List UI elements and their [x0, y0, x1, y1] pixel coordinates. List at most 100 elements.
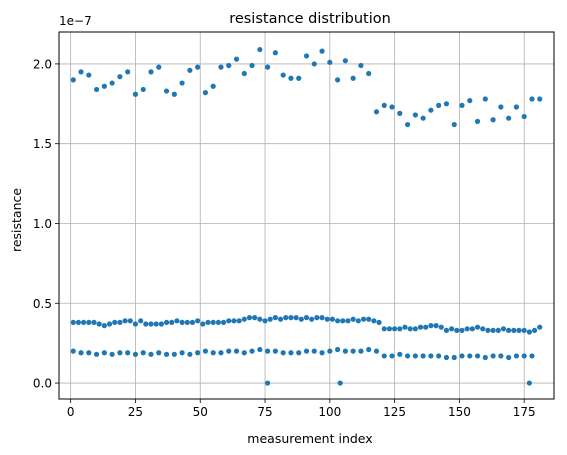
data-point — [358, 348, 364, 354]
data-point — [117, 350, 123, 356]
data-point — [156, 350, 162, 356]
data-point — [436, 353, 442, 359]
data-point — [389, 104, 395, 110]
data-point — [153, 321, 159, 327]
data-point — [220, 319, 227, 326]
data-point — [169, 319, 175, 326]
data-point — [249, 348, 255, 354]
data-point — [101, 323, 107, 329]
data-point — [174, 318, 180, 324]
x-axis-label: measurement index — [247, 431, 372, 446]
data-point — [93, 351, 100, 357]
data-point — [226, 318, 232, 324]
data-point — [358, 62, 364, 69]
y-tick-label: 1.5 — [33, 137, 52, 151]
data-point — [257, 316, 263, 322]
data-point — [257, 346, 263, 353]
data-point — [485, 327, 491, 333]
data-point — [459, 353, 465, 359]
data-point — [482, 96, 488, 102]
data-point — [280, 72, 286, 78]
data-point — [272, 50, 279, 56]
data-point — [474, 324, 481, 330]
y-tick-label: 0.5 — [33, 297, 52, 311]
data-point — [329, 316, 336, 322]
data-point — [86, 319, 92, 326]
data-point — [428, 353, 434, 359]
data-point — [296, 350, 302, 356]
data-point — [340, 318, 346, 324]
data-point — [140, 350, 146, 356]
data-point — [474, 353, 481, 359]
data-point — [303, 53, 310, 59]
data-point — [467, 353, 473, 359]
data-point — [298, 316, 304, 322]
x-tick-label: 100 — [318, 405, 341, 419]
data-point — [156, 64, 162, 70]
data-point — [490, 327, 496, 333]
data-point — [526, 329, 532, 335]
data-point — [334, 77, 341, 83]
data-point — [195, 64, 201, 70]
data-point — [252, 315, 258, 321]
data-point — [355, 318, 361, 324]
data-point — [373, 109, 380, 115]
data-point — [148, 351, 154, 357]
data-point — [309, 316, 315, 322]
data-point — [389, 353, 395, 359]
data-point — [236, 318, 242, 324]
data-point — [521, 113, 527, 120]
data-point — [498, 353, 504, 359]
y-axis-ticks: 0.0 0.5 1.0 1.5 2.0 — [33, 57, 59, 391]
data-point — [397, 351, 403, 357]
data-point — [511, 327, 517, 333]
data-point — [537, 96, 543, 102]
data-point — [529, 96, 535, 102]
data-point — [420, 115, 426, 121]
data-point — [158, 321, 164, 327]
x-tick-label: 25 — [128, 405, 143, 419]
data-point — [464, 326, 470, 332]
data-point — [93, 86, 100, 93]
data-point — [138, 318, 144, 324]
data-point — [407, 326, 413, 332]
data-point — [288, 75, 294, 81]
data-point — [376, 319, 382, 326]
data-point — [459, 327, 465, 333]
data-point — [443, 354, 450, 361]
data-point — [86, 350, 92, 356]
data-point — [171, 91, 177, 97]
data-point — [490, 353, 496, 359]
data-point — [109, 351, 115, 357]
data-point — [122, 318, 128, 324]
data-point — [319, 350, 325, 356]
data-point — [404, 121, 411, 128]
data-point — [70, 319, 76, 326]
data-point — [459, 102, 465, 108]
data-point — [531, 327, 538, 333]
data-point — [78, 69, 84, 75]
data-point — [334, 318, 341, 324]
data-point — [366, 316, 372, 322]
data-point — [436, 102, 442, 108]
data-point — [91, 319, 97, 326]
data-point — [296, 75, 302, 81]
y-tick-label: 1.0 — [33, 217, 52, 231]
data-point — [480, 326, 486, 332]
data-point — [443, 101, 450, 107]
data-point — [412, 353, 418, 359]
data-point — [371, 318, 377, 324]
data-point — [179, 80, 185, 86]
x-tick-label: 50 — [193, 405, 208, 419]
data-point — [350, 348, 356, 354]
data-point — [205, 319, 211, 326]
x-tick-label: 175 — [513, 405, 536, 419]
data-point — [81, 319, 87, 326]
data-point — [402, 324, 408, 330]
data-point — [428, 107, 434, 113]
data-point — [218, 350, 224, 356]
data-point — [202, 348, 209, 354]
data-point — [171, 351, 177, 357]
data-point — [521, 327, 527, 333]
data-point — [148, 321, 154, 327]
